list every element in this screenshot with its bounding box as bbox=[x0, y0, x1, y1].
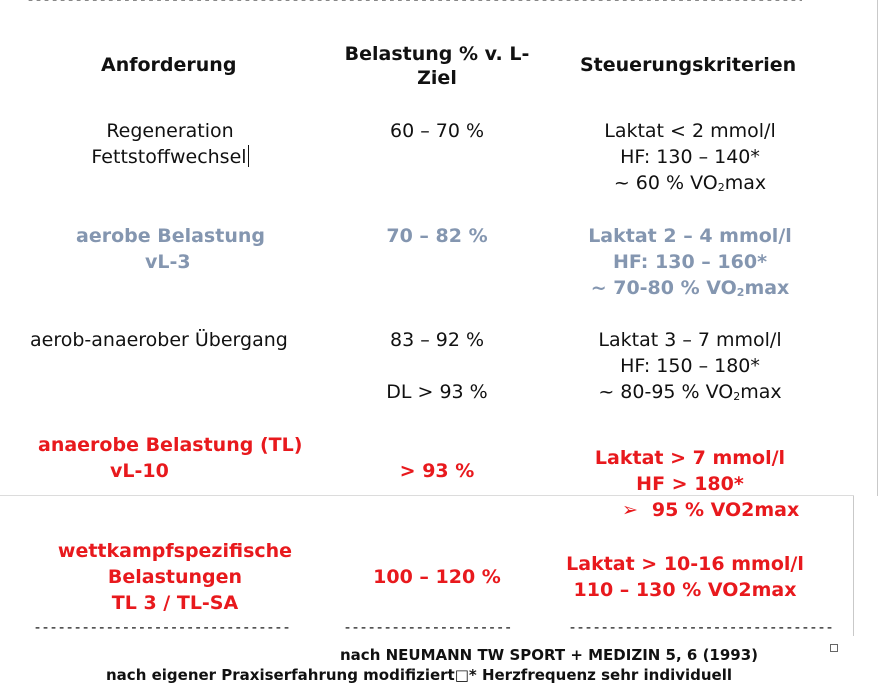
row-uebergang-belastung: 83 – 92 % DL > 93 % bbox=[386, 329, 488, 403]
paragraph-mark-icon bbox=[830, 644, 838, 652]
right-border-line-lower bbox=[853, 496, 854, 636]
row-anaerob-steuerung: Laktat > 7 mmol/l HF > 180* ➢ 95 % VO2max bbox=[594, 447, 800, 521]
header-steuerungskriterien: Steuerungskriterien bbox=[580, 54, 797, 76]
row-aerob-belastung: 70 – 82 % bbox=[386, 225, 488, 247]
header-belastung: Belastung % v. L- Ziel bbox=[344, 43, 530, 89]
right-border-line bbox=[877, 0, 878, 496]
row-regeneration-steuerung: Laktat < 2 mmol/l HF: 130 – 140* ~ 60 % … bbox=[604, 120, 776, 194]
bottom-dashed-rule-3: --------------------------------- bbox=[568, 618, 834, 636]
row-wettkampf-steuerung: Laktat > 10-16 mmol/l 110 – 130 % VO2max bbox=[566, 553, 804, 601]
row-regeneration-belastung: 60 – 70 % bbox=[389, 120, 485, 142]
row-uebergang-anforderung: aerob-anaerober Übergang bbox=[30, 329, 288, 351]
row-anaerob-belastung: > 93 % bbox=[399, 460, 475, 482]
row-uebergang-steuerung: Laktat 3 – 7 mmol/l HF: 150 – 180* ~ 80-… bbox=[598, 329, 782, 403]
top-dashed-rule: ----------------------------------------… bbox=[26, 0, 802, 8]
mid-divider-line bbox=[0, 495, 854, 496]
row-wettkampf-belastung: 100 – 120 % bbox=[373, 566, 501, 588]
header-anforderung: Anforderung bbox=[101, 54, 237, 76]
row-aerob-steuerung: Laktat 2 – 4 mmol/l HF: 130 – 160* ~ 70-… bbox=[588, 225, 792, 299]
text-cursor bbox=[247, 145, 249, 167]
footer-note: nach eigener Praxiserfahrung modifiziert… bbox=[106, 666, 733, 684]
row-wettkampf-anforderung: wettkampfspezifische Belastungen TL 3 / … bbox=[57, 540, 293, 614]
row-anaerob-anforderung: anaerobe Belastung (TL) vL-10 bbox=[38, 434, 303, 482]
row-regeneration-anforderung: Regeneration Fettstoffwechsel bbox=[91, 120, 249, 168]
arrow-bullet-icon: ➢ bbox=[622, 499, 638, 521]
bottom-dashed-rule-1: -------------------------------- bbox=[33, 618, 290, 636]
row-aerob-anforderung: aerobe Belastung vL-3 bbox=[76, 225, 265, 273]
bottom-dashed-rule-2: --------------------- bbox=[343, 618, 512, 636]
footer-source: nach NEUMANN TW SPORT + MEDIZIN 5, 6 (19… bbox=[340, 646, 759, 664]
